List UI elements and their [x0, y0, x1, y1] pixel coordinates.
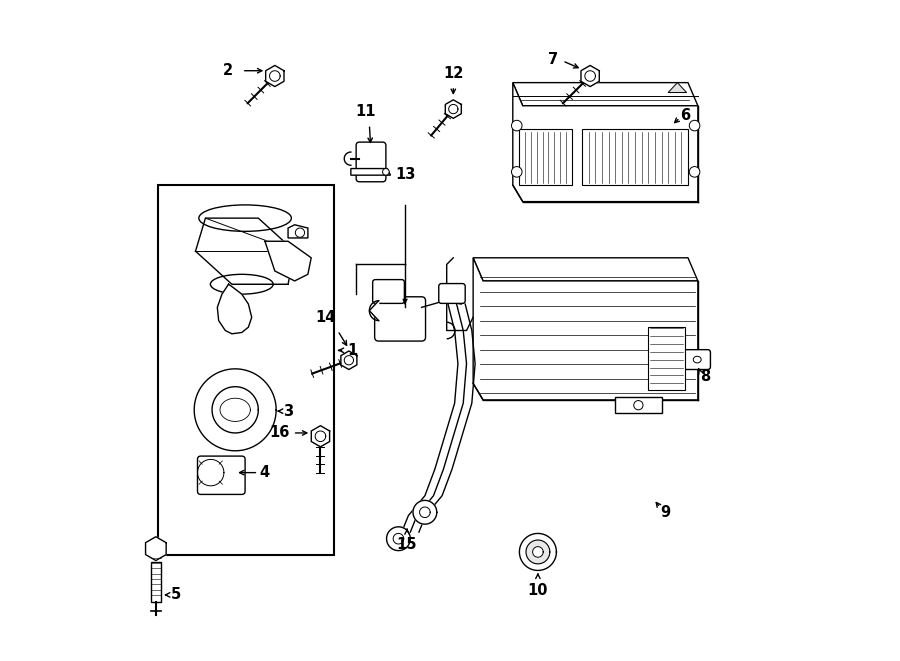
Circle shape — [634, 401, 643, 410]
Polygon shape — [473, 258, 698, 281]
Polygon shape — [413, 500, 436, 524]
Polygon shape — [473, 258, 698, 400]
Polygon shape — [513, 83, 698, 106]
Circle shape — [689, 167, 700, 177]
FancyBboxPatch shape — [373, 280, 404, 303]
Circle shape — [511, 120, 522, 131]
Bar — [158, 185, 334, 555]
Text: 12: 12 — [443, 65, 464, 81]
Text: 11: 11 — [356, 104, 375, 119]
Ellipse shape — [211, 274, 274, 294]
Circle shape — [511, 167, 522, 177]
Polygon shape — [533, 547, 544, 557]
Ellipse shape — [199, 205, 292, 231]
Text: 16: 16 — [270, 426, 290, 440]
Text: 5: 5 — [171, 588, 181, 602]
Polygon shape — [266, 65, 284, 87]
Polygon shape — [146, 537, 166, 561]
Polygon shape — [288, 225, 308, 238]
Polygon shape — [581, 65, 599, 87]
Bar — [648, 327, 685, 390]
Text: 14: 14 — [316, 310, 336, 325]
Polygon shape — [217, 284, 252, 334]
Circle shape — [382, 169, 389, 175]
Text: 8: 8 — [700, 369, 710, 384]
Polygon shape — [513, 83, 698, 202]
Bar — [582, 129, 688, 185]
Polygon shape — [526, 540, 550, 564]
Ellipse shape — [693, 356, 701, 363]
Polygon shape — [212, 387, 258, 433]
Text: 4: 4 — [259, 465, 270, 480]
FancyBboxPatch shape — [197, 456, 245, 494]
Polygon shape — [265, 241, 311, 281]
Polygon shape — [519, 533, 556, 570]
Text: 9: 9 — [661, 505, 670, 520]
Polygon shape — [194, 369, 276, 451]
Polygon shape — [446, 100, 462, 118]
Polygon shape — [668, 83, 687, 93]
FancyBboxPatch shape — [356, 142, 386, 182]
Polygon shape — [387, 527, 410, 551]
Circle shape — [689, 120, 700, 131]
Text: 3: 3 — [284, 404, 293, 418]
Text: 2: 2 — [223, 63, 233, 78]
FancyBboxPatch shape — [684, 350, 710, 369]
Polygon shape — [195, 218, 294, 284]
Text: 1: 1 — [347, 343, 358, 358]
Bar — [519, 129, 572, 185]
Text: 7: 7 — [547, 52, 558, 67]
Polygon shape — [311, 426, 329, 447]
Text: 10: 10 — [527, 583, 548, 598]
Bar — [150, 562, 161, 602]
FancyBboxPatch shape — [439, 284, 465, 303]
FancyBboxPatch shape — [374, 297, 426, 341]
Text: 6: 6 — [680, 108, 690, 123]
Polygon shape — [369, 301, 379, 321]
Bar — [616, 397, 662, 413]
Circle shape — [295, 228, 304, 237]
Text: 15: 15 — [397, 537, 418, 552]
Polygon shape — [341, 351, 357, 369]
Text: 13: 13 — [395, 167, 415, 182]
Polygon shape — [351, 169, 391, 175]
